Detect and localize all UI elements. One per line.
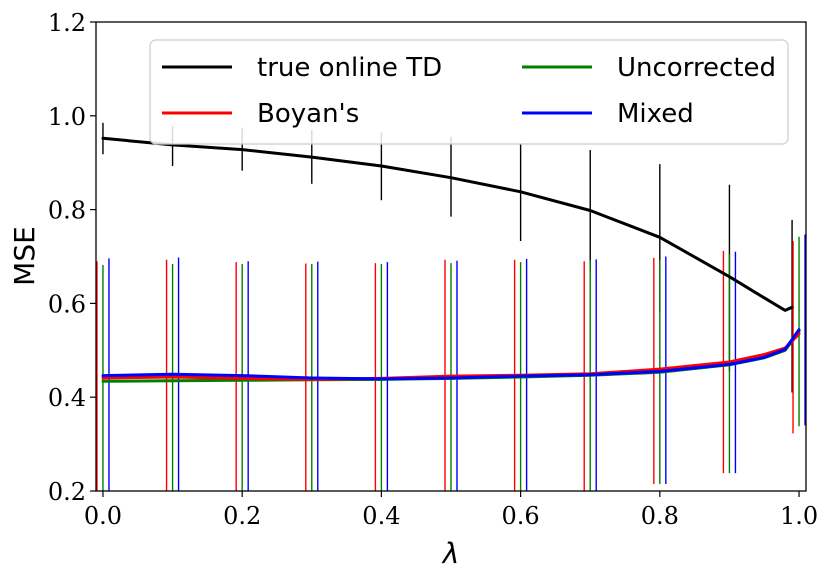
- y-axis-label: MSE: [8, 226, 41, 286]
- legend: true online TD Boyan's Uncorrected Mixed: [149, 39, 789, 145]
- y-tick-label: 1.2: [48, 9, 86, 37]
- plot-marks: [96, 122, 806, 491]
- x-tick-label: 0.6: [502, 502, 540, 530]
- legend-label-true-online-td: true online TD: [257, 53, 442, 83]
- errorbars-mixed: [108, 234, 806, 491]
- x-tick-label: 1.0: [780, 502, 818, 530]
- y-tick-label: 0.8: [48, 197, 86, 225]
- legend-label-mixed: Mixed: [617, 99, 694, 129]
- y-tick-label: 0.4: [48, 384, 86, 412]
- y-tick-label: 0.6: [48, 290, 86, 318]
- x-tick-label: 0.0: [84, 502, 122, 530]
- legend-box: [149, 39, 789, 145]
- x-tick-label: 0.8: [641, 502, 679, 530]
- legend-label-boyan-s: Boyan's: [257, 99, 359, 129]
- axis-ticks: 0.0 0.2 0.4 0.6 0.8 1.00.20.40.60.81.01.2: [48, 9, 818, 530]
- y-tick-label: 1.0: [48, 103, 86, 131]
- legend-label-uncorrected: Uncorrected: [617, 53, 776, 83]
- series-line-true-online-td: [101, 136, 794, 312]
- y-tick-label: 0.2: [48, 478, 86, 506]
- x-tick-label: 0.2: [223, 502, 261, 530]
- plot-frame: [95, 21, 807, 492]
- x-axis-label: λ: [441, 537, 460, 570]
- errorbars-true-online-td: [102, 122, 793, 393]
- errorbars-uncorrected: [102, 236, 800, 491]
- series-line-mixed: [101, 328, 801, 381]
- x-tick-label: 0.4: [362, 502, 400, 530]
